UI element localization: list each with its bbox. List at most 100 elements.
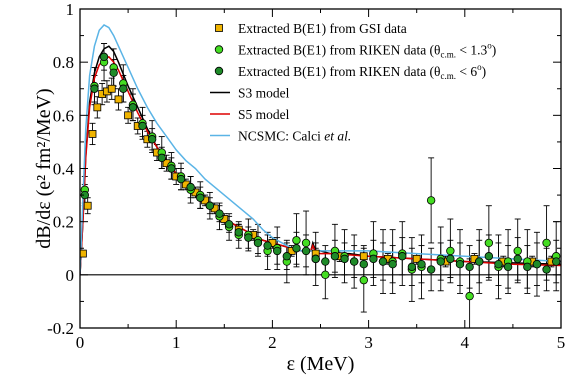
data-point-circle <box>301 238 311 248</box>
data-point-circle <box>388 260 397 269</box>
y-tick-label: 1 <box>66 0 75 19</box>
data-point-circle <box>99 52 109 62</box>
x-tick-label: 1 <box>172 333 181 352</box>
legend-label-sub: c.m. <box>441 71 457 81</box>
legend-label-sub: c.m. <box>441 50 457 60</box>
data-point-circle <box>426 196 436 205</box>
data-point-circle <box>426 265 436 274</box>
data-point-circle <box>349 257 359 266</box>
data-point-circle <box>359 275 368 285</box>
y-tick-label: 0.4 <box>53 160 75 179</box>
data-point-square <box>107 84 116 93</box>
data-point-circle <box>503 262 513 272</box>
data-point-circle <box>407 262 417 272</box>
data-point-circle <box>551 257 561 266</box>
data-point-circle <box>513 254 522 264</box>
legend-label-main: S3 model <box>238 86 290 101</box>
y-tick-label: 0.8 <box>53 53 74 72</box>
data-point-circle <box>321 257 330 266</box>
data-point-circle <box>301 246 311 256</box>
legend-label: NCSMC: Calci et al. <box>238 129 351 144</box>
x-axis-title: ε (MeV) <box>287 353 355 375</box>
legend-marker-circle <box>214 66 224 76</box>
data-point-circle <box>513 246 522 256</box>
data-point-circle <box>321 270 330 280</box>
data-point-square <box>83 201 92 210</box>
legend-label: S3 model <box>238 86 290 101</box>
series-line-ncsmc <box>80 24 561 275</box>
data-point-circle <box>340 254 349 264</box>
data-point-circle <box>215 209 224 218</box>
data-point-circle <box>330 252 340 261</box>
data-point-circle <box>244 233 253 242</box>
y-tick-label: 0.2 <box>53 213 74 232</box>
data-point-square <box>88 130 97 138</box>
data-point-circle <box>359 260 368 269</box>
data-point-circle <box>186 182 195 192</box>
data-point-circle <box>542 265 551 274</box>
data-point-circle <box>109 68 118 77</box>
data-point-circle <box>542 238 551 248</box>
legend-label-sup: o <box>477 62 482 72</box>
data-point-circle <box>311 254 320 264</box>
plot-area <box>80 24 561 328</box>
data-point-circle <box>292 244 301 253</box>
legend-label-end: ) <box>482 64 487 79</box>
data-point-circle <box>484 238 494 248</box>
data-point-circle <box>273 246 282 256</box>
data-point-circle <box>465 262 474 272</box>
data-point-circle <box>532 260 542 269</box>
legend-label-tail: < 6 <box>456 64 477 79</box>
legend-label: Extracted B(E1) from GSI data <box>238 21 407 36</box>
data-point-circle <box>465 291 474 301</box>
x-tick-label: 4 <box>461 333 470 352</box>
data-point-circle <box>398 252 407 261</box>
data-point-square <box>93 103 102 112</box>
data-point-circle <box>446 254 455 264</box>
data-point-circle <box>263 241 272 250</box>
data-point-circle <box>224 220 234 229</box>
data-point-circle <box>523 262 532 272</box>
x-tick-label: 3 <box>364 333 373 352</box>
data-point-square <box>412 254 421 263</box>
legend-label: Extracted B(E1) from RIKEN data (θc.m. <… <box>238 41 496 60</box>
data-point-square <box>80 249 87 258</box>
x-tick-label: 0 <box>76 333 85 352</box>
data-point-circle <box>234 228 243 237</box>
data-point-circle <box>417 260 426 269</box>
points-riken_6 <box>80 52 561 274</box>
data-point-circle <box>455 260 465 269</box>
data-point-circle <box>196 193 205 202</box>
y-tick-label: 0 <box>66 266 75 285</box>
legend-label-italic: et al. <box>324 129 351 144</box>
data-point-circle <box>446 246 455 256</box>
data-point-circle <box>484 252 494 261</box>
data-point-circle <box>138 121 147 131</box>
legend-label-sup: o <box>487 41 492 51</box>
legend-marker-circle <box>214 45 224 54</box>
y-tick-label: -0.2 <box>47 319 74 338</box>
legend-label: Extracted B(E1) from RIKEN data (θc.m. <… <box>238 62 486 81</box>
data-point-square <box>124 111 132 120</box>
data-point-square <box>114 95 123 104</box>
legend-label-main: Extracted B(E1) from GSI data <box>238 21 407 36</box>
y-tick-label: 0.6 <box>53 106 74 125</box>
data-point-circle <box>292 236 301 245</box>
legend-label-end: ) <box>492 43 497 58</box>
data-point-circle <box>90 84 99 93</box>
data-point-circle <box>157 153 166 163</box>
data-point-square <box>359 252 368 261</box>
data-point-circle <box>475 257 484 266</box>
data-point-circle <box>119 84 128 93</box>
x-tick-label: 5 <box>557 333 566 352</box>
data-point-circle <box>205 201 215 210</box>
legend-marker-square <box>215 24 223 32</box>
legend-label-main: S5 model <box>238 107 290 122</box>
legend: Extracted B(E1) from GSI data Extracted B… <box>210 21 496 144</box>
data-point-circle <box>253 238 263 248</box>
data-point-circle <box>378 257 388 266</box>
x-tick-label: 2 <box>268 333 277 352</box>
plot-content <box>80 24 561 328</box>
